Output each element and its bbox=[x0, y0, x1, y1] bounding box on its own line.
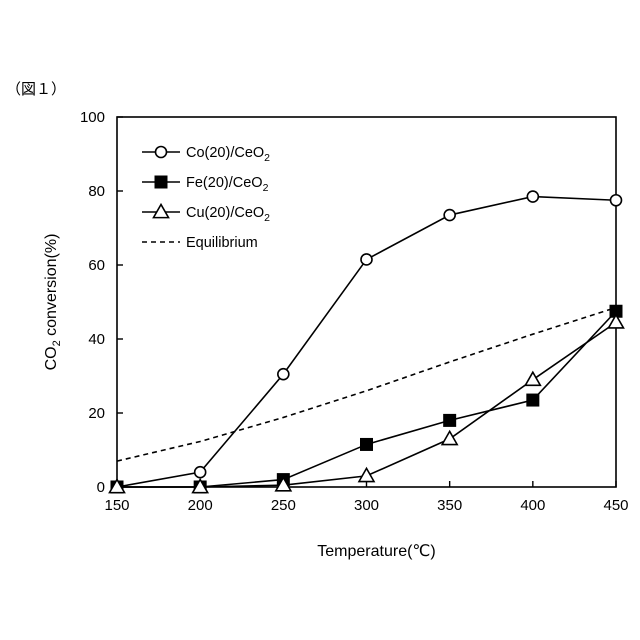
legend-marker bbox=[156, 147, 167, 158]
legend-item: Cu(20)/CeO2 bbox=[142, 205, 270, 225]
series-1 bbox=[111, 305, 622, 493]
data-point bbox=[444, 210, 455, 221]
legend-marker bbox=[155, 176, 167, 188]
legend-label-sub: 2 bbox=[264, 152, 270, 164]
data-point bbox=[361, 438, 373, 450]
y-tick-label: 0 bbox=[97, 479, 105, 496]
x-tick-label: 200 bbox=[188, 497, 213, 514]
data-point bbox=[278, 369, 289, 380]
legend-label-sub: 2 bbox=[263, 182, 269, 194]
data-point bbox=[359, 468, 374, 481]
data-point bbox=[527, 394, 539, 406]
series-2 bbox=[110, 315, 624, 493]
y-tick-label: 40 bbox=[88, 331, 105, 348]
x-tick-label: 450 bbox=[603, 497, 628, 514]
x-tick-label: 400 bbox=[520, 497, 545, 514]
data-point bbox=[525, 372, 540, 385]
data-point bbox=[361, 254, 372, 265]
y-axis-title-main: CO bbox=[43, 346, 60, 370]
legend-label: Fe(20)/CeO2 bbox=[186, 175, 269, 194]
legend-label-sub: 2 bbox=[264, 212, 270, 224]
x-axis-title: Temperature(℃) bbox=[317, 543, 435, 560]
series-line bbox=[117, 322, 616, 487]
ticks: 150 200 250 300 350 400 450 0 20 40 60 80 100 bbox=[80, 109, 629, 514]
y-tick-label: 60 bbox=[88, 257, 105, 274]
legend-label-main: Cu(20)/CeO bbox=[186, 205, 264, 221]
legend-item: Co(20)/CeO2 bbox=[142, 145, 270, 164]
x-tick-label: 250 bbox=[271, 497, 296, 514]
legend-item: Fe(20)/CeO2 bbox=[142, 175, 269, 194]
y-tick-label: 20 bbox=[88, 405, 105, 422]
data-point bbox=[444, 414, 456, 426]
legend-label: Cu(20)/CeO2 bbox=[186, 205, 270, 224]
legend-label: Co(20)/CeO2 bbox=[186, 145, 270, 164]
y-tick-label: 80 bbox=[88, 183, 105, 200]
legend-item: Equilibrium bbox=[142, 235, 258, 251]
data-point bbox=[442, 431, 457, 444]
legend: Co(20)/CeO2Fe(20)/CeO2Cu(20)/CeO2Equilib… bbox=[142, 145, 270, 251]
x-tick-label: 350 bbox=[437, 497, 462, 514]
y-tick-label: 100 bbox=[80, 109, 105, 126]
y-axis-title-rest: conversion(%) bbox=[43, 234, 60, 341]
legend-label-main: Co(20)/CeO bbox=[186, 145, 264, 161]
data-point bbox=[611, 195, 622, 206]
data-point bbox=[195, 467, 206, 478]
series-line bbox=[117, 311, 616, 487]
legend-label-main: Equilibrium bbox=[186, 235, 258, 251]
legend-label-main: Fe(20)/CeO bbox=[186, 175, 263, 191]
legend-marker bbox=[154, 205, 169, 218]
x-tick-label: 300 bbox=[354, 497, 379, 514]
x-tick-label: 150 bbox=[104, 497, 129, 514]
plot-frame bbox=[117, 117, 616, 487]
legend-label: Equilibrium bbox=[186, 235, 258, 251]
axes bbox=[117, 117, 616, 487]
y-axis-title: CO2 conversion(%) bbox=[43, 234, 63, 371]
data-point bbox=[527, 191, 538, 202]
